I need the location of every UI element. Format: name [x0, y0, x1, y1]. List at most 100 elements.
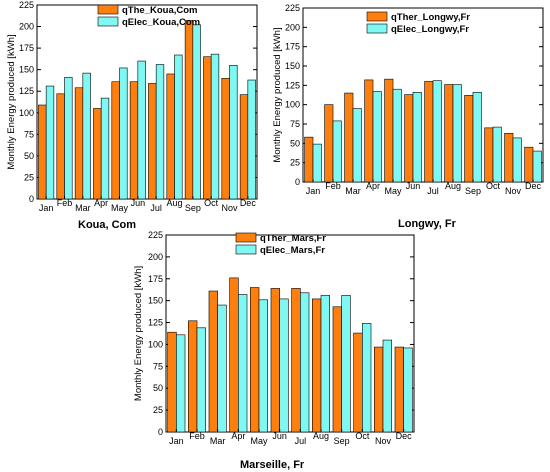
bar-elec-oct — [362, 323, 372, 433]
bar-elec-jan — [176, 334, 186, 433]
x-tick-label: Sep — [185, 203, 201, 213]
x-tick-label: Jan — [306, 186, 321, 196]
bar-elec-aug — [174, 54, 183, 200]
bar-ther-dec — [394, 346, 404, 433]
bar-ther-apr — [93, 108, 102, 200]
bar-elec-jul — [155, 64, 165, 200]
x-tick-label: Feb — [189, 431, 205, 441]
legend-swatch — [235, 232, 257, 243]
x-tick-label: Jul — [427, 186, 439, 196]
bar-elec-oct — [210, 53, 220, 200]
y-tick-label: 225 — [148, 230, 163, 240]
plot-frame — [36, 4, 258, 200]
bar-elec-jan — [312, 143, 322, 183]
bar-elec-apr — [238, 294, 248, 433]
y-axis-label: Monthly Energy produced [kWh] — [6, 34, 17, 169]
x-tick-label: Aug — [313, 431, 329, 441]
bar-ther-mar — [208, 290, 218, 433]
bar-elec-nov — [382, 339, 392, 433]
x-tick-label: Mar — [210, 436, 226, 446]
bar-ther-jun — [404, 94, 414, 183]
bar-elec-jan — [45, 85, 55, 200]
plot-frame — [302, 7, 544, 183]
bar-elec-sep — [341, 295, 351, 433]
legend-swatch — [97, 4, 119, 15]
x-tick-label: Jun — [131, 198, 146, 208]
bar-elec-feb — [332, 120, 342, 183]
y-tick-label: 225 — [19, 0, 34, 10]
x-tick-label: Apr — [94, 198, 108, 208]
bar-ther-jan — [38, 104, 47, 200]
bar-ther-sep — [184, 20, 194, 200]
bar-elec-feb — [64, 77, 73, 200]
y-tick-label: 25 — [153, 405, 163, 415]
y-tick-label: 200 — [19, 22, 34, 32]
bar-ther-aug — [166, 73, 175, 200]
bar-ther-nov — [374, 346, 384, 433]
bar-ther-jun — [270, 288, 280, 433]
bar-ther-jul — [148, 83, 157, 200]
bar-elec-jun — [412, 91, 422, 183]
x-tick-label: Sep — [465, 186, 481, 196]
bar-elec-dec — [403, 347, 413, 433]
bar-elec-mar — [82, 72, 91, 200]
y-tick-label: 175 — [148, 274, 163, 284]
x-tick-label: Jan — [39, 203, 54, 213]
y-tick-label: 0 — [29, 194, 34, 204]
bar-elec-may — [392, 88, 402, 183]
bar-elec-jul — [300, 292, 310, 433]
y-axis-label: Monthly Energy produced [kWh] — [133, 266, 144, 401]
y-tick-label: 0 — [158, 427, 163, 437]
bar-ther-jul — [424, 81, 434, 183]
y-tick-label: 150 — [148, 296, 163, 306]
x-tick-label: Nov — [221, 203, 238, 213]
bar-ther-mar — [344, 92, 354, 183]
x-tick-label: Oct — [355, 431, 370, 441]
bar-elec-mar — [352, 108, 362, 183]
x-tick-label: Apr — [366, 181, 380, 191]
y-tick-label: 25 — [24, 172, 34, 182]
x-tick-label: Jul — [295, 436, 307, 446]
bar-elec-jul — [432, 80, 442, 183]
bar-ther-jan — [167, 331, 177, 433]
x-tick-label: Oct — [204, 198, 219, 208]
x-tick-label: May — [384, 186, 402, 196]
y-axis-label: Monthly Energy produced [kWh] — [272, 27, 283, 162]
bar-ther-oct — [203, 56, 212, 200]
x-tick-label: Mar — [75, 203, 91, 213]
chart-caption: Marseille, Fr — [240, 459, 305, 471]
x-tick-label: Aug — [166, 198, 182, 208]
bar-elec-sep — [472, 91, 482, 183]
bar-elec-aug — [452, 84, 462, 183]
bar-elec-nov — [512, 137, 522, 183]
bar-elec-may — [119, 67, 128, 200]
bar-ther-nov — [221, 77, 230, 200]
bar-ther-dec — [524, 146, 534, 183]
bar-ther-oct — [484, 127, 494, 183]
x-tick-label: Nov — [505, 186, 522, 196]
bar-ther-oct — [353, 332, 363, 433]
bar-ther-apr — [364, 79, 374, 183]
legend-label: qElec_Mars,Fr — [260, 245, 325, 256]
y-tick-label: 50 — [290, 138, 300, 148]
legend-label: qThe_Koua,Com — [122, 5, 197, 16]
y-tick-label: 100 — [19, 108, 34, 118]
bar-ther-sep — [464, 95, 474, 183]
bar-elec-mar — [217, 304, 227, 433]
y-tick-label: 125 — [148, 318, 163, 328]
bar-elec-nov — [229, 65, 238, 200]
bar-elec-sep — [192, 24, 201, 200]
y-tick-label: 50 — [153, 383, 163, 393]
bar-elec-apr — [372, 91, 382, 183]
bar-ther-jan — [304, 136, 314, 183]
x-tick-label: Jun — [272, 431, 287, 441]
x-tick-label: Sep — [334, 436, 350, 446]
x-tick-label: Dec — [396, 431, 413, 441]
legend-swatch — [235, 244, 257, 255]
plot-frame — [165, 234, 415, 433]
y-tick-label: 100 — [148, 339, 163, 349]
